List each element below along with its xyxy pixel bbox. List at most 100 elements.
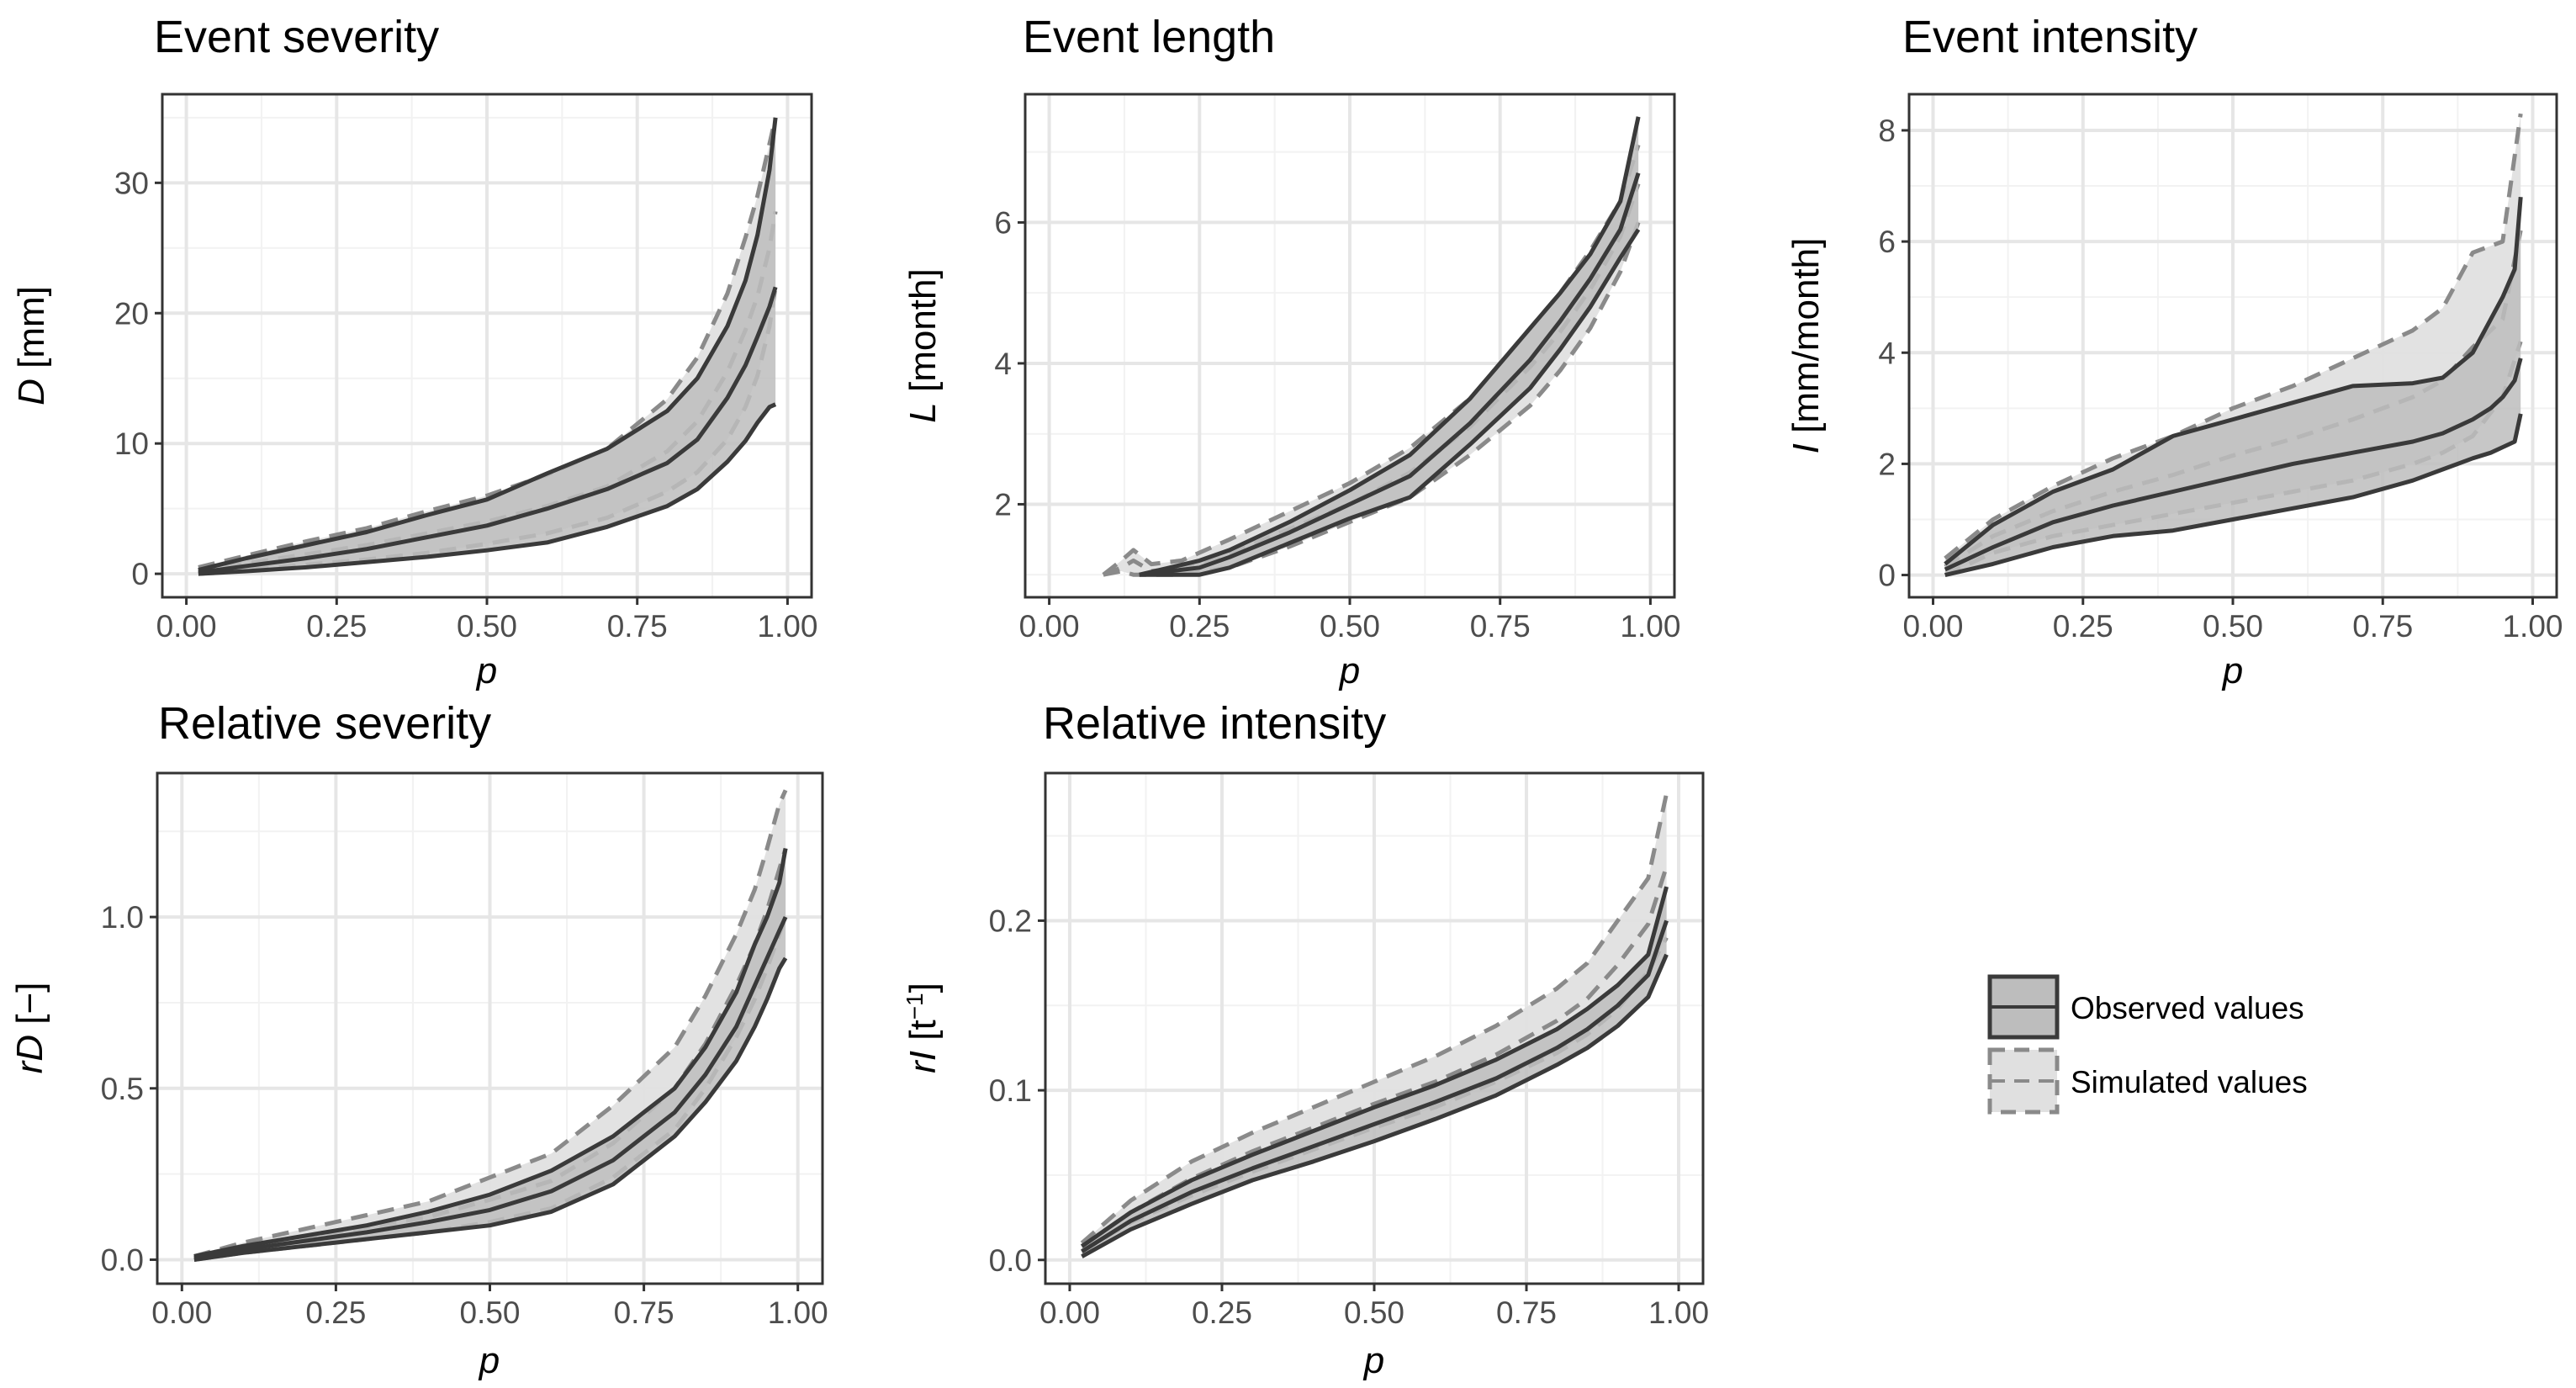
observed-lower-line — [198, 402, 777, 576]
x-tick-label: 0.25 — [1169, 609, 1230, 644]
x-tick-label: 0.75 — [1496, 1295, 1557, 1330]
y-axis-label: rI [t−1] — [902, 983, 944, 1073]
y-tick-label: 8 — [1878, 114, 1896, 148]
y-tick-label: 4 — [1878, 336, 1896, 370]
panel-title: Event length — [1023, 12, 1275, 62]
observed-mid-line — [198, 286, 778, 575]
simulated-upper-line — [1080, 792, 1669, 1245]
panel-relative-intensity: Relative intensity 0.00 0.25 0.50 0.75 1.000… — [902, 698, 1710, 1381]
x-tick-label: 1.00 — [1620, 609, 1680, 644]
y-label-unit: [mm/month] — [1785, 238, 1827, 444]
panel-title: Event severity — [154, 12, 439, 62]
y-label-unit: [month] — [902, 268, 944, 402]
x-tick-label: 0.00 — [156, 609, 217, 644]
observed-lower-line — [1081, 953, 1669, 1258]
x-tick-label: 0.75 — [2352, 609, 2413, 644]
y-tick-label: 0.2 — [989, 903, 1032, 938]
panel-title: Relative intensity — [1043, 698, 1386, 749]
legend: Observed values Simulated values — [1987, 974, 2308, 1115]
x-tick-label: 0.50 — [2203, 609, 2263, 644]
y-axis-label: I [mm/month] — [1785, 238, 1827, 454]
y-label-superscript: −1 — [902, 993, 928, 1020]
x-tick-label: 0.25 — [2053, 609, 2113, 644]
simulated-upper-line — [198, 117, 778, 570]
observed-band — [198, 117, 776, 575]
panel-event-intensity: Event intensity 0.00 0.25 0.50 0.75 1.00 0 2 4 6… — [1785, 12, 2563, 691]
y-tick-label: 0 — [1878, 559, 1896, 593]
plot-area: 0.00 0.25 0.50 0.75 1.00 0.0 0.1 0.2 — [989, 771, 1709, 1330]
observed-band — [193, 848, 786, 1260]
y-label-unit: [−] — [9, 983, 50, 1035]
x-tick-label: 0.50 — [457, 609, 517, 644]
x-tick-label: 0.00 — [1039, 1295, 1100, 1330]
observed-upper-line — [193, 848, 788, 1258]
y-tick-label: 4 — [994, 347, 1012, 381]
observed-band — [1082, 887, 1667, 1257]
simulated-mid-line — [1080, 866, 1669, 1248]
y-label-symbol: rI — [902, 1051, 944, 1073]
y-tick-label: 2 — [994, 487, 1012, 522]
panel-relative-severity: Relative severity 0.00 0.25 0.50 0.75 1.000.… — [9, 698, 828, 1381]
x-tick-label: 0.25 — [1192, 1295, 1252, 1330]
x-tick-label: 1.00 — [757, 609, 817, 644]
y-axis-label: rD [−] — [9, 983, 50, 1074]
x-tick-label: 0.75 — [1470, 609, 1531, 644]
observed-mid-line — [193, 916, 788, 1260]
y-label-symbol: D — [11, 379, 52, 405]
x-tick-label: 0.25 — [306, 609, 367, 644]
y-tick-label: 1.0 — [101, 900, 144, 935]
x-tick-label: 0.50 — [1344, 1295, 1404, 1330]
x-axis-label: p — [475, 650, 497, 691]
y-tick-label: 6 — [994, 205, 1012, 240]
observed-lower-line — [1139, 228, 1641, 577]
legend-label-simulated: Simulated values — [2071, 1065, 2308, 1099]
observed-upper-line — [1080, 886, 1669, 1248]
x-tick-label: 0.50 — [1320, 609, 1380, 644]
observed-mid-line — [1081, 919, 1669, 1253]
x-tick-label: 0.75 — [614, 1295, 674, 1330]
x-tick-label: 1.00 — [768, 1295, 828, 1330]
x-tick-label: 1.00 — [1648, 1295, 1709, 1330]
legend-label-observed: Observed values — [2071, 991, 2304, 1025]
y-tick-label: 0.5 — [101, 1072, 144, 1106]
x-tick-label: 0.75 — [607, 609, 668, 644]
x-axis-label: p — [1362, 1340, 1384, 1381]
y-tick-label: 0.0 — [989, 1243, 1032, 1278]
y-label-symbol: I — [1785, 443, 1827, 453]
x-tick-label: 1.00 — [2502, 609, 2563, 644]
y-tick-label: 6 — [1878, 225, 1896, 259]
simulated-upper-line — [193, 789, 788, 1258]
x-axis-label: p — [478, 1340, 500, 1381]
plot-area: 0.00 0.25 0.50 0.75 1.00 2 4 6 — [994, 93, 1680, 644]
simulated-upper-line — [1944, 113, 2523, 560]
observed-upper-line — [198, 117, 778, 572]
y-label-unit: [t — [902, 1020, 944, 1051]
panel-title: Event intensity — [1902, 12, 2198, 62]
y-label-unit: [mm] — [11, 286, 52, 379]
y-tick-label: 30 — [114, 166, 149, 200]
y-axis-label: D [mm] — [11, 286, 52, 405]
plot-area: 0.00 0.25 0.50 0.75 1.00 0.0 0.5 1.0 — [101, 771, 828, 1330]
y-label-unit-end: ] — [902, 983, 944, 993]
y-tick-label: 0.1 — [989, 1073, 1032, 1108]
y-tick-label: 20 — [114, 296, 149, 331]
y-tick-label: 0 — [131, 557, 149, 591]
observed-upper-line — [1944, 196, 2523, 566]
y-tick-label: 0.0 — [101, 1242, 144, 1277]
plot-area: 0.00 0.25 0.50 0.75 1.00 0 2 4 6 8 — [1878, 93, 2563, 644]
x-axis-label: p — [1338, 650, 1360, 691]
y-label-symbol: rD — [9, 1035, 50, 1073]
panel-event-severity: Event severity 0.00 0.25 0.50 0.75 1.00 0 10 20… — [11, 12, 817, 691]
observed-lower-line — [193, 956, 788, 1262]
plot-area: 0.00 0.25 0.50 0.75 1.00 0 10 20 30 — [114, 93, 817, 644]
x-tick-label: 0.25 — [305, 1295, 366, 1330]
panel-event-length: Event length 0.00 0.25 0.50 0.75 1.00 2 4 6 p L… — [902, 12, 1680, 691]
observed-mid-line — [1944, 358, 2523, 572]
y-tick-label: 2 — [1878, 447, 1896, 481]
x-tick-label: 0.00 — [151, 1295, 212, 1330]
x-tick-label: 0.00 — [1903, 609, 1964, 644]
x-tick-label: 0.00 — [1019, 609, 1080, 644]
y-axis-label: L [month] — [902, 268, 944, 422]
panel-title: Relative severity — [158, 698, 491, 749]
